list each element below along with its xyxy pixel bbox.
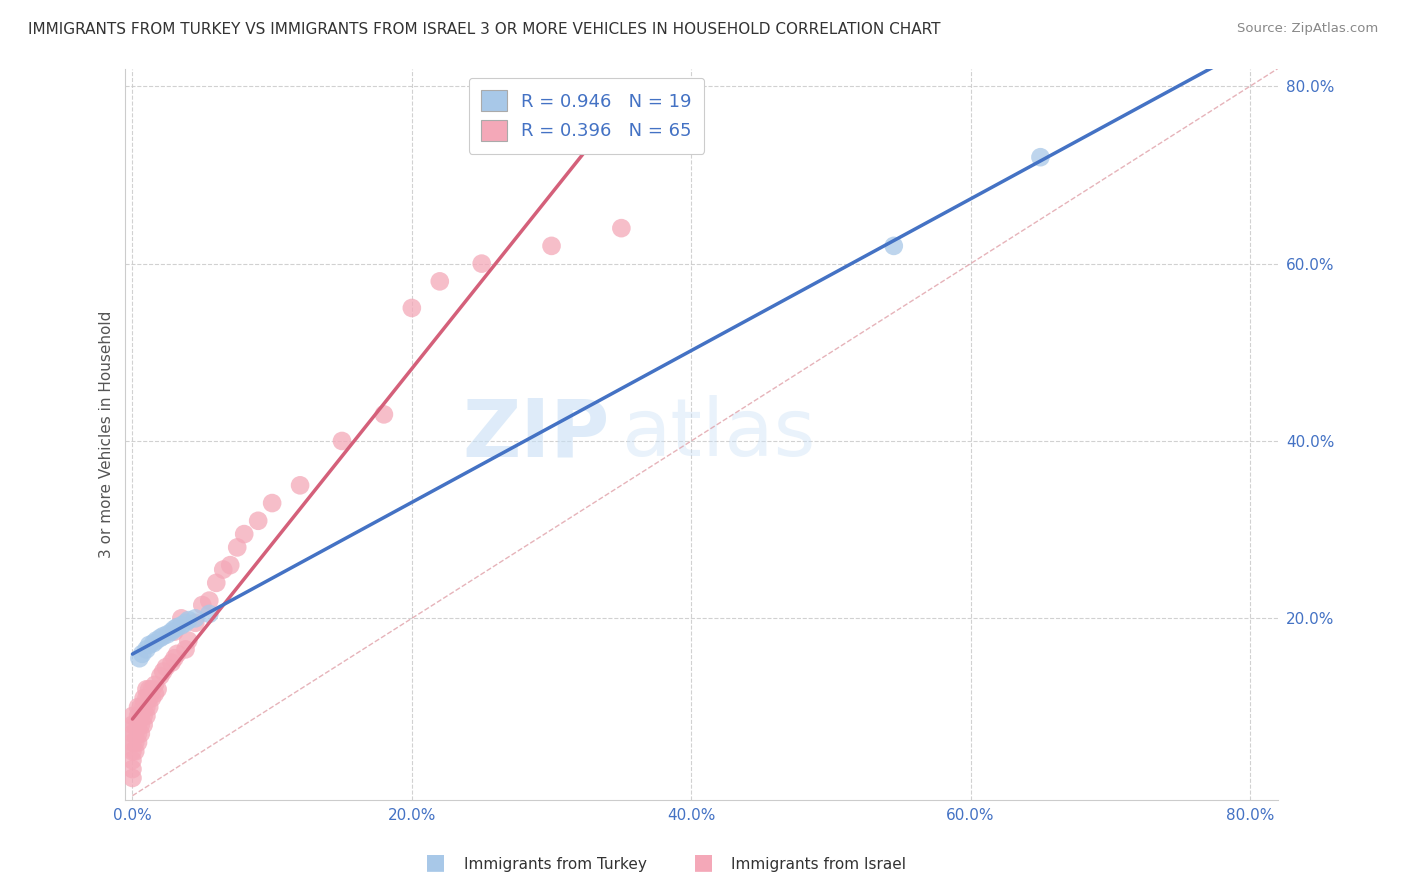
- Point: [152, 665, 174, 679]
- Point: [145, 633, 167, 648]
- Point: [1029, 150, 1052, 164]
- Point: [132, 700, 155, 714]
- Point: [471, 257, 494, 271]
- Y-axis label: 3 or more Vehicles in Household: 3 or more Vehicles in Household: [100, 310, 114, 558]
- Point: [121, 709, 143, 723]
- Point: [128, 651, 150, 665]
- Text: Immigrants from Turkey: Immigrants from Turkey: [464, 857, 647, 872]
- Point: [127, 726, 149, 740]
- Point: [129, 726, 152, 740]
- Point: [149, 669, 172, 683]
- Point: [610, 221, 633, 235]
- Point: [135, 700, 157, 714]
- Point: [163, 651, 186, 665]
- Legend: R = 0.946   N = 19, R = 0.396   N = 65: R = 0.946 N = 19, R = 0.396 N = 65: [468, 78, 704, 153]
- Point: [177, 613, 200, 627]
- Point: [401, 301, 423, 315]
- Point: [177, 633, 200, 648]
- Point: [163, 624, 186, 639]
- Point: [127, 709, 149, 723]
- Point: [121, 744, 143, 758]
- Point: [143, 687, 166, 701]
- Point: [233, 527, 256, 541]
- Point: [155, 660, 177, 674]
- Point: [132, 691, 155, 706]
- Text: ■: ■: [426, 853, 446, 872]
- Point: [129, 709, 152, 723]
- Text: IMMIGRANTS FROM TURKEY VS IMMIGRANTS FROM ISRAEL 3 OR MORE VEHICLES IN HOUSEHOLD: IMMIGRANTS FROM TURKEY VS IMMIGRANTS FRO…: [28, 22, 941, 37]
- Point: [132, 718, 155, 732]
- Point: [163, 622, 186, 636]
- Point: [198, 607, 221, 621]
- Point: [288, 478, 311, 492]
- Point: [191, 598, 214, 612]
- Point: [138, 638, 160, 652]
- Point: [127, 735, 149, 749]
- Point: [135, 691, 157, 706]
- Text: Immigrants from Israel: Immigrants from Israel: [731, 857, 905, 872]
- Point: [121, 771, 143, 785]
- Point: [184, 611, 207, 625]
- Point: [226, 541, 249, 555]
- Point: [135, 709, 157, 723]
- Point: [131, 647, 153, 661]
- Point: [170, 618, 193, 632]
- Point: [135, 682, 157, 697]
- Point: [160, 624, 183, 639]
- Point: [135, 642, 157, 657]
- Point: [146, 682, 169, 697]
- Point: [124, 726, 146, 740]
- Point: [129, 718, 152, 732]
- Point: [170, 611, 193, 625]
- Point: [132, 709, 155, 723]
- Point: [149, 631, 172, 645]
- Point: [247, 514, 270, 528]
- Point: [212, 563, 235, 577]
- Text: atlas: atlas: [621, 395, 815, 474]
- Point: [127, 718, 149, 732]
- Point: [205, 575, 228, 590]
- Point: [127, 700, 149, 714]
- Point: [121, 735, 143, 749]
- Point: [160, 656, 183, 670]
- Point: [142, 636, 165, 650]
- Point: [166, 647, 188, 661]
- Point: [121, 762, 143, 776]
- Point: [184, 615, 207, 630]
- Point: [174, 642, 197, 657]
- Point: [152, 629, 174, 643]
- Point: [166, 620, 188, 634]
- Point: [141, 682, 163, 697]
- Point: [198, 593, 221, 607]
- Point: [156, 627, 179, 641]
- Point: [124, 735, 146, 749]
- Point: [429, 274, 451, 288]
- Point: [219, 558, 242, 573]
- Point: [138, 682, 160, 697]
- Point: [373, 408, 395, 422]
- Point: [540, 239, 562, 253]
- Point: [174, 615, 197, 630]
- Point: [262, 496, 284, 510]
- Point: [141, 691, 163, 706]
- Point: [143, 678, 166, 692]
- Point: [138, 700, 160, 714]
- Text: Source: ZipAtlas.com: Source: ZipAtlas.com: [1237, 22, 1378, 36]
- Point: [121, 718, 143, 732]
- Point: [129, 700, 152, 714]
- Text: ZIP: ZIP: [463, 395, 610, 474]
- Point: [121, 726, 143, 740]
- Point: [124, 744, 146, 758]
- Point: [121, 753, 143, 767]
- Text: ■: ■: [693, 853, 713, 872]
- Point: [138, 691, 160, 706]
- Point: [883, 239, 905, 253]
- Point: [124, 718, 146, 732]
- Point: [330, 434, 353, 448]
